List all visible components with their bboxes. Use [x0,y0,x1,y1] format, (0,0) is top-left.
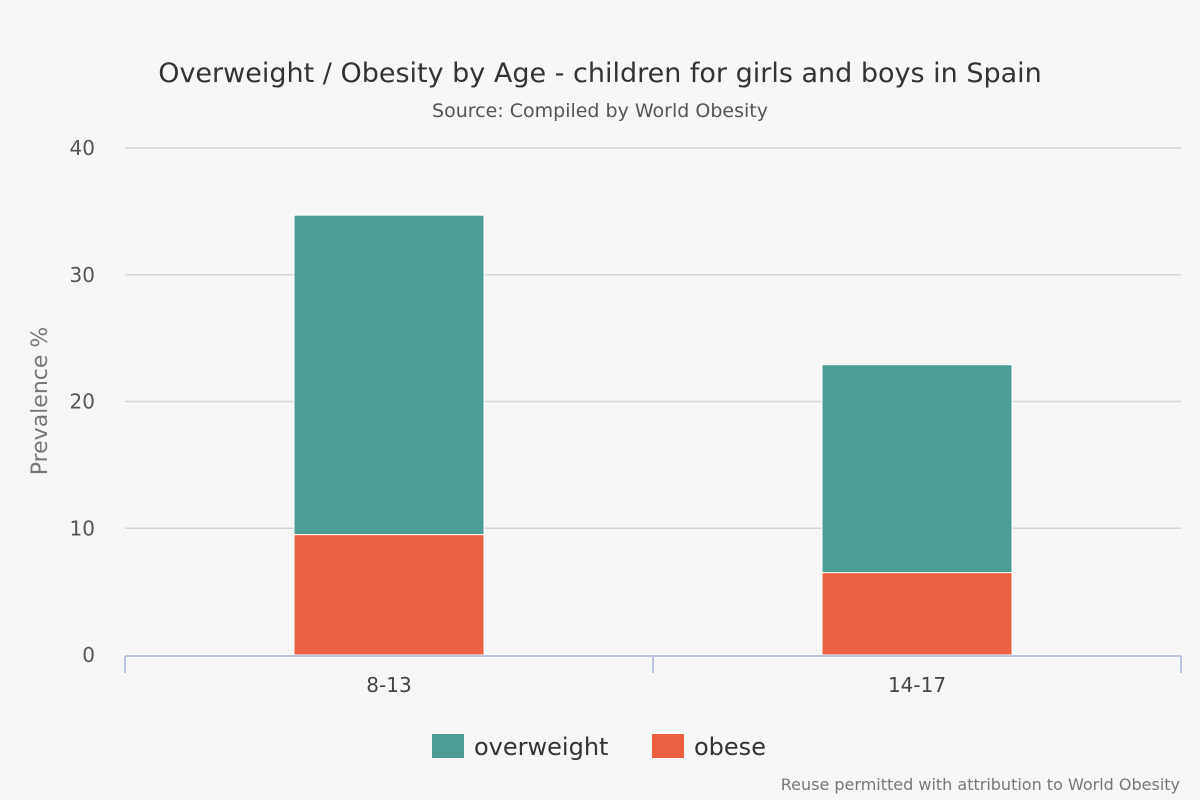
x-axis: 8-13 14-17 [124,655,1182,697]
y-tick-label: 0 [82,643,95,667]
y-tick-label: 20 [70,390,95,414]
bar-obese[interactable] [293,534,485,656]
x-tick-label: 8-13 [366,673,411,697]
bar-overweight[interactable] [821,364,1013,574]
legend-swatch-overweight [432,734,464,758]
legend-swatch-obese [652,734,684,758]
x-tick-label: 14-17 [888,673,946,697]
legend-item-obese[interactable]: obese [694,733,766,761]
bar-obese[interactable] [821,572,1013,656]
chart-subtitle: Source: Compiled by World Obesity [432,100,768,122]
y-tick-label: 30 [70,263,95,287]
credits-text: Reuse permitted with attribution to Worl… [781,775,1180,794]
legend-item-overweight[interactable]: overweight [474,733,608,761]
y-tick-label: 40 [70,136,95,160]
y-tick-label: 10 [70,516,95,540]
chart-title: Overweight / Obesity by Age - children f… [158,58,1042,89]
bar-overweight[interactable] [293,214,485,536]
bars [293,214,1013,656]
legend: overweight obese [432,733,766,761]
y-axis-label: Prevalence % [28,327,53,476]
